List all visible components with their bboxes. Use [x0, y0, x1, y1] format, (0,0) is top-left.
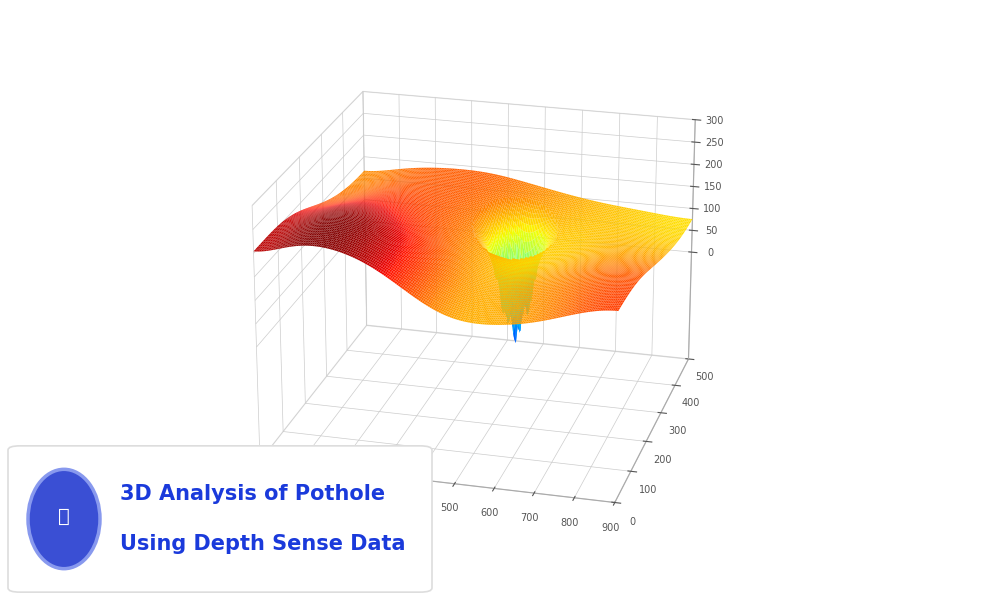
Ellipse shape: [28, 469, 100, 569]
Text: 👁: 👁: [58, 507, 70, 526]
FancyBboxPatch shape: [8, 446, 432, 592]
Text: Using Depth Sense Data: Using Depth Sense Data: [120, 534, 406, 554]
Text: 3D Analysis of Pothole: 3D Analysis of Pothole: [120, 484, 385, 504]
